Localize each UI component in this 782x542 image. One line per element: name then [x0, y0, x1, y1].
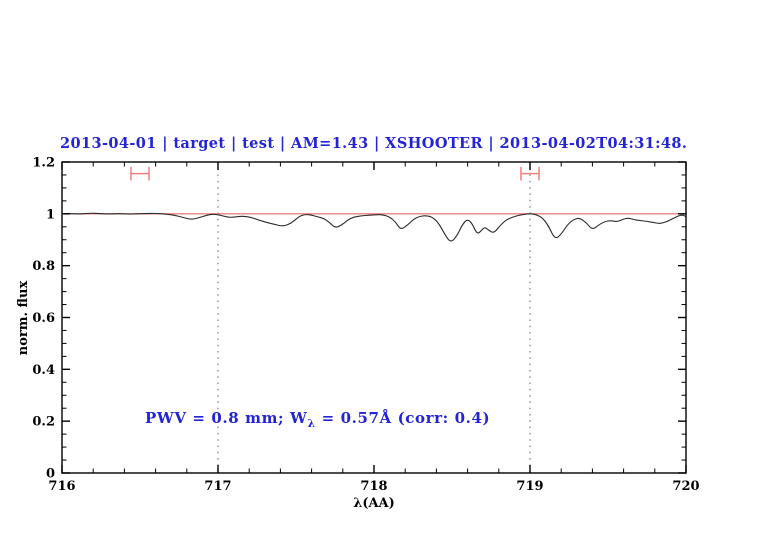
- pwv-annotation: PWV = 0.8 mm; Wλ = 0.57Å (corr: 0.4): [145, 409, 490, 430]
- y-axis-tick-label: 0.2: [32, 415, 55, 430]
- x-axis-tick-label: 718: [360, 479, 387, 494]
- y-axis-tick-label: 1: [46, 207, 55, 222]
- spectrum-line: [62, 213, 686, 241]
- annotation-prefix: PWV = 0.8 mm; W: [145, 409, 307, 427]
- y-axis-tick-label: 1.2: [32, 156, 55, 171]
- y-axis-tick-label: 0.8: [32, 259, 55, 274]
- plot-canvas: 71671771871972000.20.40.60.811.2 λ(AA) n…: [0, 0, 782, 542]
- x-axis-label: λ(AA): [353, 496, 395, 511]
- x-axis-tick-label: 719: [516, 479, 543, 494]
- annotation-lambda-subscript: λ: [307, 417, 315, 430]
- x-axis-tick-label: 720: [672, 479, 699, 494]
- y-axis-tick-label: 0: [46, 467, 55, 482]
- spectral-plot-figure: 2013-04-01 | target | test | AM=1.43 | X…: [0, 0, 782, 542]
- y-axis-label: norm. flux: [16, 281, 31, 356]
- x-axis-tick-label: 717: [204, 479, 231, 494]
- annotation-suffix: = 0.57Å (corr: 0.4): [316, 409, 490, 427]
- y-axis-tick-label: 0.6: [32, 311, 55, 326]
- y-axis-tick-label: 0.4: [32, 363, 55, 378]
